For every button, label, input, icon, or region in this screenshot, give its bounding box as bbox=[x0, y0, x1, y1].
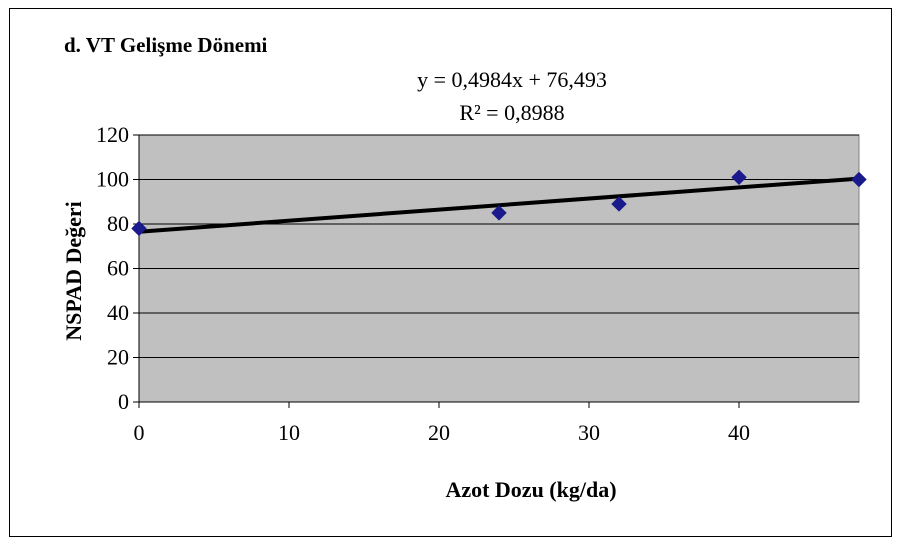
x-tick-labels: 0 10 20 30 40 bbox=[134, 420, 751, 445]
y-tick-label: 40 bbox=[107, 300, 129, 325]
x-tick-label: 30 bbox=[578, 420, 600, 445]
y-tick-label: 20 bbox=[107, 345, 129, 370]
x-tick-label: 0 bbox=[134, 420, 145, 445]
data-point bbox=[491, 205, 507, 221]
y-axis-title: NSPAD Değeri bbox=[61, 201, 86, 341]
y-tick-label: 80 bbox=[107, 211, 129, 236]
data-points bbox=[131, 169, 867, 237]
y-tick-label: 60 bbox=[107, 256, 129, 281]
chart-frame: d. VT Gelişme Dönemi y = 0,4984x + 76,49… bbox=[9, 8, 892, 537]
data-point bbox=[731, 169, 747, 185]
axes bbox=[133, 134, 859, 408]
y-tick-label: 100 bbox=[96, 167, 129, 192]
trendline-r2: R² = 0,8988 bbox=[459, 100, 564, 125]
data-point bbox=[611, 196, 627, 212]
grid-lines bbox=[139, 134, 859, 358]
x-tick-label: 40 bbox=[728, 420, 750, 445]
y-tick-label: 120 bbox=[96, 122, 129, 147]
x-tick-label: 10 bbox=[278, 420, 300, 445]
y-tick-label: 0 bbox=[118, 389, 129, 414]
y-tick-labels: 0 20 40 60 80 100 120 bbox=[96, 122, 129, 414]
chart-svg: d. VT Gelişme Dönemi y = 0,4984x + 76,49… bbox=[61, 33, 867, 502]
data-point bbox=[131, 220, 147, 237]
data-point bbox=[851, 171, 867, 188]
x-tick-label: 20 bbox=[428, 420, 450, 445]
trendline-equation: y = 0,4984x + 76,493 bbox=[417, 67, 607, 92]
chart-title: d. VT Gelişme Dönemi bbox=[64, 33, 268, 57]
x-axis-title: Azot Dozu (kg/da) bbox=[445, 477, 616, 502]
